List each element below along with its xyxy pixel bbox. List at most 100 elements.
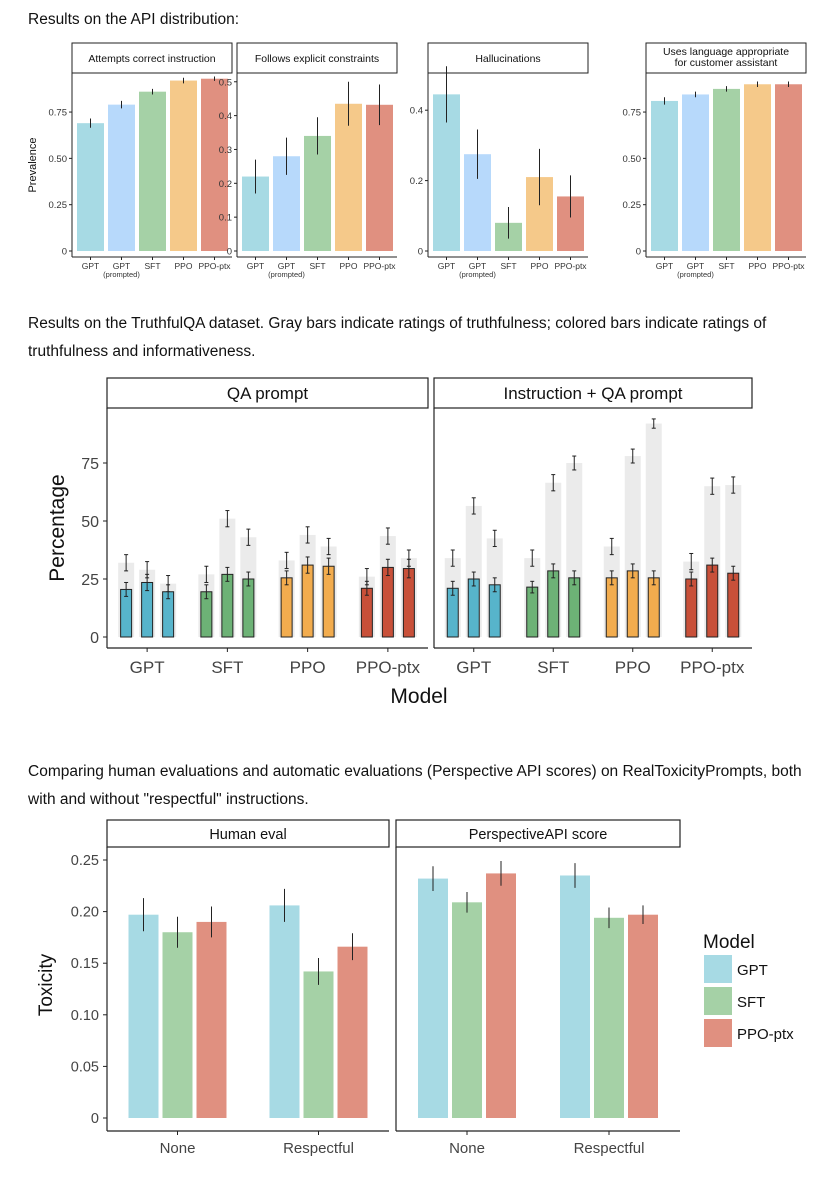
api-bar: [201, 78, 228, 251]
api-x-tick-label: PPO: [531, 261, 549, 271]
tox-bar: [303, 971, 334, 1118]
tox-bar: [128, 914, 159, 1118]
tqa-y-tick-label: 50: [81, 514, 99, 531]
api-bar: [682, 94, 709, 251]
api-x-tick-label: PPO: [175, 261, 193, 271]
api-y-tick-label: 0.50: [623, 154, 642, 165]
api-x-tick-label: SFT: [144, 261, 160, 271]
tox-legend-swatch: [704, 955, 732, 983]
api-y-tick-label: 0.4: [410, 106, 423, 117]
api-bar: [304, 135, 331, 251]
tox-bar: [196, 921, 227, 1118]
api-x-tick-label: PPO-ptx: [198, 261, 231, 271]
api-panel-strip: [236, 42, 398, 74]
tox-panel-title: Human eval: [209, 827, 286, 843]
tox-legend-label: SFT: [737, 994, 765, 1011]
api-y-tick-label: 0.2: [219, 179, 232, 190]
tox-bar: [594, 917, 624, 1118]
api-panel-strip: [71, 42, 233, 74]
tqa-x-tick-label: GPT: [456, 658, 491, 677]
api-panel-strip: [645, 42, 807, 74]
api-x-tick-label: SFT: [500, 261, 516, 271]
tox-bar: [418, 878, 448, 1118]
tqa-panel-title: Instruction + QA prompt: [503, 384, 682, 403]
tox-y-tick-label: 0.15: [71, 956, 99, 972]
tox-legend-swatch: [704, 987, 732, 1015]
tox-y-tick-label: 0.05: [71, 1059, 99, 1075]
api-bar: [108, 104, 135, 251]
tqa-panel-title: QA prompt: [227, 384, 309, 403]
tox-x-tick-label: Respectful: [283, 1140, 354, 1157]
tox-bar: [452, 902, 482, 1118]
api-bar: [744, 84, 771, 252]
api-y-tick-label: 0.3: [219, 145, 232, 156]
api-panel-title: Uses language appropriate: [663, 46, 789, 58]
tox-bar: [337, 946, 368, 1118]
api-panel-title: for customer assistant: [675, 57, 778, 69]
api-x-tick-label: (prompted): [677, 270, 714, 279]
tox-panel-strip: [395, 819, 681, 848]
api-y-axis-title: Prevalence: [27, 137, 39, 192]
api-x-tick-label: GPT: [687, 261, 704, 271]
api-y-tick-label: 0.5: [219, 77, 232, 88]
api-x-tick-label: GPT: [247, 261, 264, 271]
api-bar: [366, 104, 393, 252]
tqa-x-axis-title: Model: [390, 685, 447, 708]
api-x-tick-label: PPO-ptx: [772, 261, 805, 271]
api-x-tick-label: GPT: [278, 261, 295, 271]
truthfulqa-caption: Results on the TruthfulQA dataset. Gray …: [28, 315, 767, 360]
tqa-y-tick-label: 25: [81, 572, 99, 589]
tqa-panel-strip: [433, 377, 753, 409]
tox-x-tick-label: Respectful: [574, 1140, 645, 1157]
api-panel-title: Attempts correct instruction: [88, 53, 215, 65]
tqa-x-tick-label: SFT: [537, 658, 569, 677]
tox-bar: [486, 873, 516, 1118]
api-y-tick-label: 0.2: [410, 176, 423, 187]
tox-panel-strip: [106, 819, 390, 848]
tox-y-tick-label: 0.25: [71, 853, 99, 869]
api-caption: Results on the API distribution:: [28, 11, 240, 28]
tqa-x-tick-label: GPT: [130, 658, 165, 677]
api-panel-title: Follows explicit constraints: [255, 53, 379, 65]
tqa-y-tick-label: 0: [90, 630, 99, 647]
api-bar: [170, 80, 197, 251]
tox-bar: [162, 932, 193, 1118]
tqa-x-tick-label: PPO: [615, 658, 651, 677]
tox-legend-title: Model: [703, 932, 755, 953]
api-y-tick-label: 0.75: [623, 108, 642, 119]
api-bar: [139, 91, 166, 252]
api-x-tick-label: SFT: [718, 261, 734, 271]
api-x-tick-label: (prompted): [103, 270, 140, 279]
api-x-tick-label: PPO-ptx: [363, 261, 396, 271]
api-x-tick-label: PPO-ptx: [554, 261, 587, 271]
tox-x-tick-label: None: [449, 1140, 485, 1157]
api-bar: [335, 103, 362, 252]
api-x-tick-label: PPO: [340, 261, 358, 271]
api-bar: [775, 84, 802, 252]
api-x-tick-label: PPO: [749, 261, 767, 271]
tox-y-tick-label: 0: [91, 1111, 99, 1127]
api-distribution-chart: Attempts correct instruction 0 0.25 0.50 0.7…: [27, 42, 807, 279]
api-y-tick-label: 0: [636, 247, 641, 258]
api-panel-title: Hallucinations: [475, 53, 540, 65]
tox-legend-swatch: [704, 1019, 732, 1047]
toxicity-caption: Comparing human evaluations and automati…: [28, 763, 802, 808]
tqa-panel-strip: [106, 377, 429, 409]
truthfulqa-chart: QA prompt 0 25 50 75 GPT SFT PPO PPO-ptx Instruct…: [46, 377, 753, 708]
tqa-y-tick-label: 75: [81, 456, 99, 473]
api-y-tick-label: 0.4: [219, 111, 232, 122]
api-x-tick-label: GPT: [82, 261, 99, 271]
api-y-tick-label: 0.1: [219, 213, 232, 224]
tqa-x-tick-label: PPO-ptx: [356, 658, 421, 677]
api-y-tick-label: 0.25: [623, 200, 642, 211]
tox-bar: [628, 914, 658, 1118]
api-y-tick-label: 0.75: [49, 108, 68, 119]
api-x-tick-label: (prompted): [459, 270, 496, 279]
tox-legend-label: PPO-ptx: [737, 1026, 794, 1043]
tox-y-axis-title: Toxicity: [36, 953, 57, 1016]
tox-y-tick-label: 0.10: [71, 1008, 99, 1024]
api-panel-strip: [427, 42, 589, 74]
tox-bar: [560, 875, 590, 1118]
tqa-x-tick-label: SFT: [211, 658, 243, 677]
